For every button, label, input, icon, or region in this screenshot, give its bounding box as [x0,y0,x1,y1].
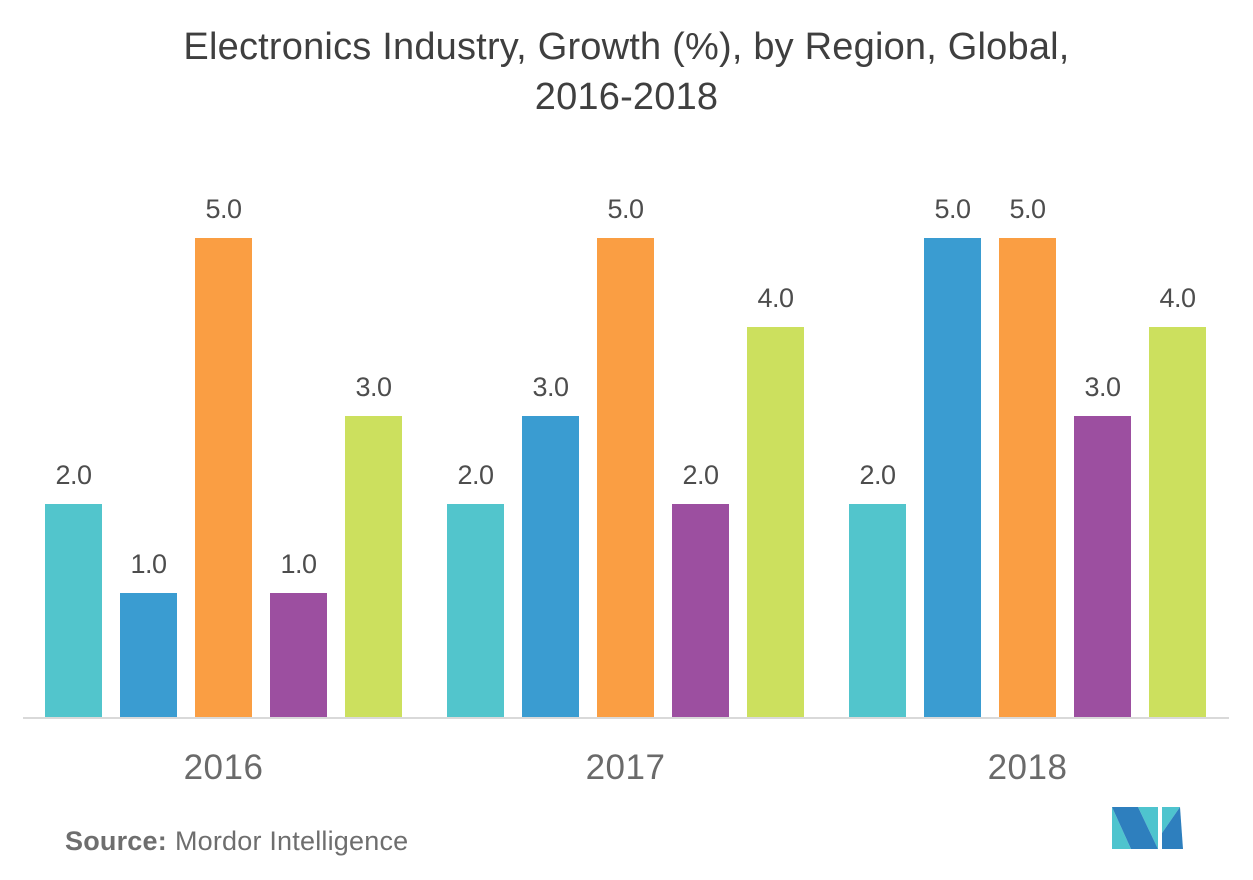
bar-value-label: 3.0 [355,372,392,402]
bar-green-2017 [747,327,804,718]
bar-value-label: 4.0 [1159,283,1196,313]
x-axis-label-2017: 2017 [585,748,666,787]
bar-value-label: 2.0 [457,460,494,490]
bar-green-2016 [345,416,402,718]
bar-orange-2018 [999,238,1056,718]
bar-value-label: 3.0 [532,372,569,402]
chart-title-line2: 2016-2018 [534,76,719,119]
mordor-intelligence-logo-icon [1112,807,1183,849]
bar-value-label: 5.0 [607,194,644,224]
bar-value-label: 3.0 [1084,372,1121,402]
source-value: Mordor Intelligence [174,826,409,856]
bar-value-label: 5.0 [934,194,971,224]
bar-teal-2018 [849,504,906,718]
source-line: Source: Mordor Intelligence [65,826,408,857]
bar-value-label: 2.0 [55,460,92,490]
bar-purple-2016 [270,593,327,718]
x-axis-line [23,717,1229,719]
bar-value-label: 5.0 [1009,194,1046,224]
bar-green-2018 [1149,327,1206,718]
chart-title: Electronics Industry, Growth (%), by Reg… [0,22,1253,122]
bar-purple-2018 [1074,416,1131,718]
bar-blue-2018 [924,238,981,718]
source-label: Source: [65,826,167,856]
chart-title-line1: Electronics Industry, Growth (%), by Reg… [183,26,1070,68]
bar-teal-2017 [447,504,504,718]
bar-value-label: 2.0 [682,460,719,490]
bar-orange-2017 [597,238,654,718]
bar-value-label: 1.0 [280,549,317,579]
bar-value-label: 4.0 [757,283,794,313]
bar-blue-2017 [522,416,579,718]
bar-purple-2017 [672,504,729,718]
bar-orange-2016 [195,238,252,718]
x-axis-label-2016: 2016 [183,748,264,787]
bar-value-label: 5.0 [205,194,242,224]
bar-teal-2016 [45,504,102,718]
bar-blue-2016 [120,593,177,718]
bar-value-label: 2.0 [859,460,896,490]
x-axis-label-2018: 2018 [987,748,1068,787]
bar-value-label: 1.0 [130,549,167,579]
